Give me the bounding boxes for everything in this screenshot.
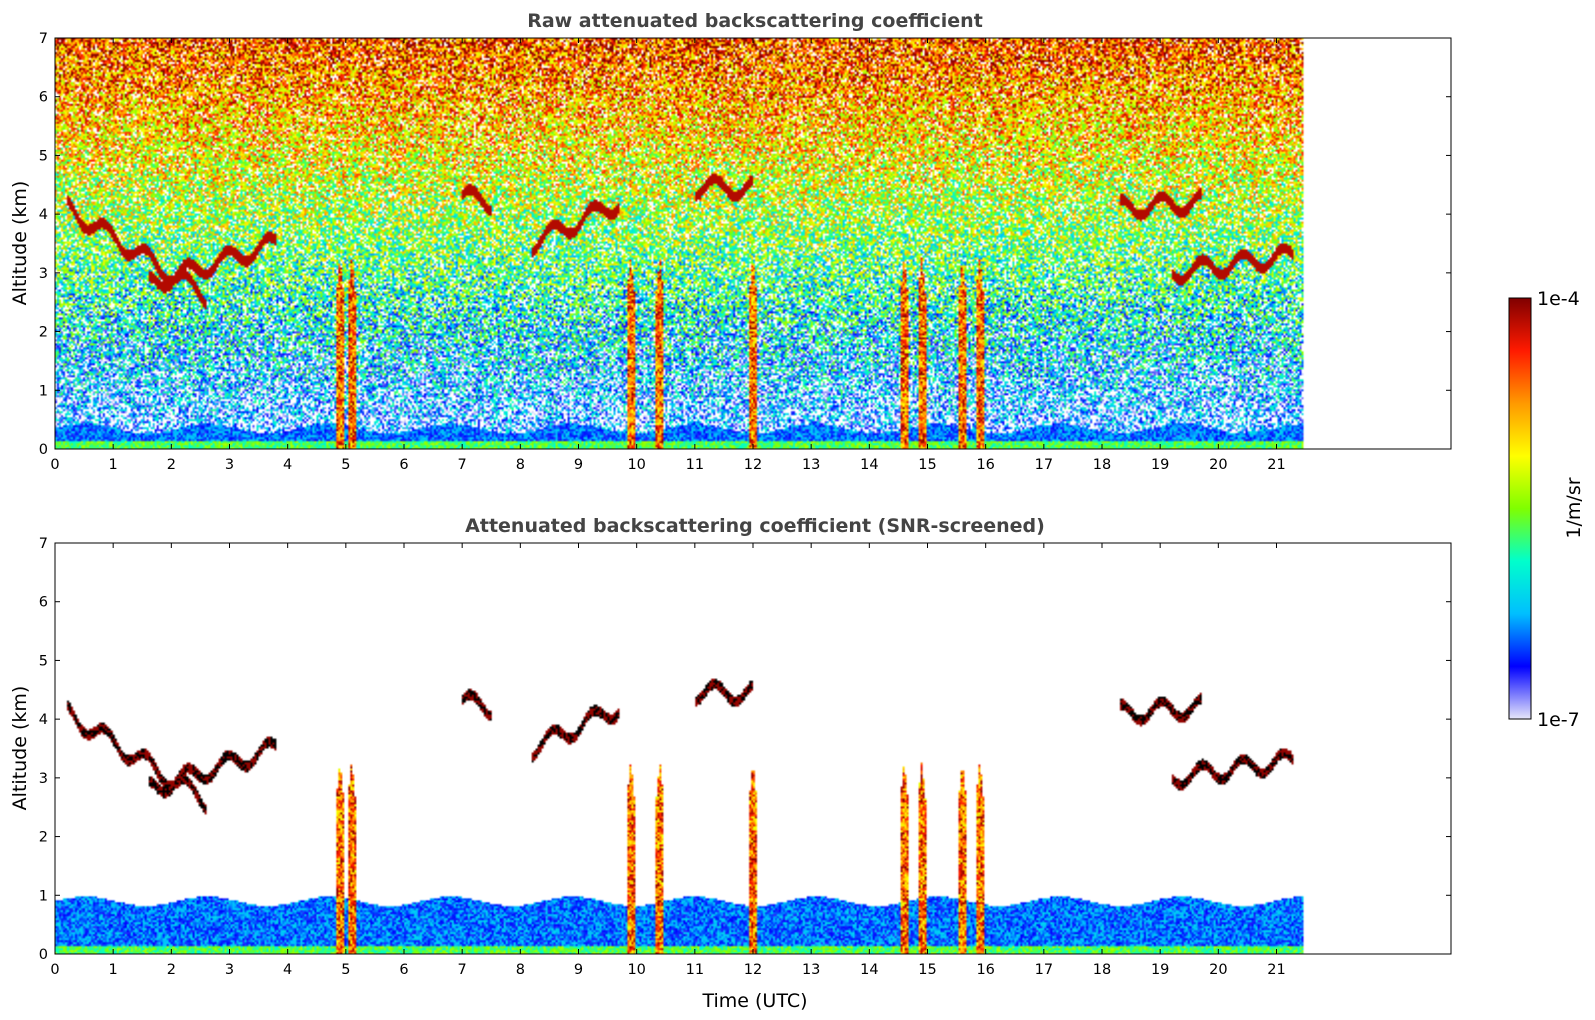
screened-y-tick-label: 4 (39, 712, 48, 728)
screened-x-ticks: 0 1 2 3 4 5 6 7 8 9 10 11 12 13 14 15 16 17 18 19 20 21 (50, 543, 1286, 978)
raw-x-tick-label: 13 (802, 457, 820, 473)
raw-x-tick-label: 3 (225, 457, 234, 473)
screened-x-tick-label: 8 (516, 962, 525, 978)
raw-x-tick-label: 12 (744, 457, 762, 473)
raw-y-tick-label: 6 (39, 90, 48, 106)
screened-x-tick-label: 14 (860, 962, 878, 978)
screened-x-tick-label: 0 (50, 962, 59, 978)
raw-x-tick-label: 5 (341, 457, 350, 473)
raw-x-tick-label: 0 (50, 457, 59, 473)
raw-x-tick-label: 10 (627, 457, 645, 473)
raw-x-tick-label: 14 (860, 457, 878, 473)
screened-x-tick-label: 12 (744, 962, 762, 978)
screened-x-tick-label: 4 (283, 962, 292, 978)
raw-y-tick-label: 7 (39, 31, 48, 47)
raw-x-tick-label: 18 (1093, 457, 1111, 473)
screened-x-tick-label: 16 (976, 962, 994, 978)
raw-x-tick-label: 1 (109, 457, 118, 473)
raw-y-tick-label: 0 (39, 442, 48, 458)
screened-x-tick-label: 20 (1209, 962, 1227, 978)
raw-y-ticks: 0 1 2 3 4 5 6 7 (39, 31, 1451, 458)
panel-raw-backscatter: Raw attenuated backscattering coefficien… (9, 10, 1452, 473)
screened-x-tick-label: 13 (802, 962, 820, 978)
raw-y-tick-label: 1 (39, 383, 48, 399)
screened-x-tick-label: 1 (109, 962, 118, 978)
screened-backscatter-heatmap (55, 543, 1451, 954)
screened-y-tick-label: 3 (39, 771, 48, 787)
raw-x-tick-label: 9 (574, 457, 583, 473)
screened-x-tick-label: 9 (574, 962, 583, 978)
screened-y-tick-label: 5 (39, 653, 48, 669)
screened-y-tick-label: 0 (39, 947, 48, 963)
screened-x-tick-label: 17 (1035, 962, 1053, 978)
panel-screened-backscatter: Attenuated backscattering coefficient (S… (9, 515, 1452, 1012)
raw-y-tick-label: 4 (39, 207, 48, 223)
raw-x-tick-label: 16 (976, 457, 994, 473)
raw-x-tick-label: 6 (399, 457, 408, 473)
raw-x-tick-label: 17 (1035, 457, 1053, 473)
screened-x-tick-label: 7 (458, 962, 467, 978)
panel-raw-title: Raw attenuated backscattering coefficien… (527, 10, 983, 32)
raw-y-tick-label: 5 (39, 148, 48, 164)
screened-x-tick-label: 5 (341, 962, 350, 978)
screened-x-tick-label: 21 (1267, 962, 1285, 978)
screened-x-tick-label: 11 (686, 962, 704, 978)
screened-y-tick-label: 1 (39, 888, 48, 904)
raw-x-tick-label: 15 (918, 457, 936, 473)
raw-backscatter-heatmap (55, 38, 1451, 449)
screened-x-tick-label: 3 (225, 962, 234, 978)
raw-x-tick-label: 11 (686, 457, 704, 473)
screened-x-tick-label: 10 (627, 962, 645, 978)
screened-y-tick-label: 6 (39, 595, 48, 611)
colorbar-min-label: 1e-7 (1537, 709, 1580, 731)
screened-y-ticks: 0 1 2 3 4 5 6 7 (39, 536, 1451, 963)
screened-y-tick-label: 2 (39, 830, 48, 846)
screened-x-tick-label: 6 (399, 962, 408, 978)
x-axis-label: Time (UTC) (701, 990, 807, 1012)
raw-y-tick-label: 2 (39, 325, 48, 341)
screened-x-tick-label: 2 (167, 962, 176, 978)
panel-screened-title: Attenuated backscattering coefficient (S… (465, 515, 1045, 537)
raw-y-tick-label: 3 (39, 266, 48, 282)
screened-y-axis-label: Altitude (km) (9, 686, 31, 811)
raw-x-tick-label: 21 (1267, 457, 1285, 473)
raw-x-tick-label: 2 (167, 457, 176, 473)
raw-x-tick-label: 7 (458, 457, 467, 473)
raw-x-tick-label: 8 (516, 457, 525, 473)
screened-y-tick-label: 7 (39, 536, 48, 552)
raw-x-ticks: 0 1 2 3 4 5 6 7 8 9 10 11 12 13 14 15 16 17 18 19 20 21 (50, 38, 1286, 473)
colorbar-gradient (1508, 297, 1532, 720)
raw-x-tick-label: 19 (1151, 457, 1169, 473)
colorbar: 1e-4 1e-7 1/m/sr (1508, 288, 1585, 731)
raw-y-axis-label: Altitude (km) (9, 181, 31, 306)
colorbar-unit-label: 1/m/sr (1563, 477, 1585, 538)
colorbar-max-label: 1e-4 (1537, 288, 1580, 310)
screened-x-tick-label: 19 (1151, 962, 1169, 978)
screened-x-tick-label: 18 (1093, 962, 1111, 978)
screened-x-tick-label: 15 (918, 962, 936, 978)
raw-x-tick-label: 4 (283, 457, 292, 473)
raw-x-tick-label: 20 (1209, 457, 1227, 473)
